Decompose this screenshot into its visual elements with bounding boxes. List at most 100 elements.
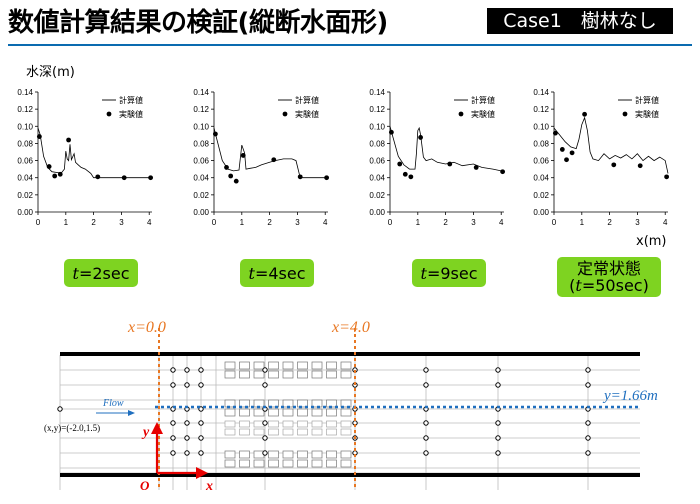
exp-data-point [297,174,303,180]
gauge-point [585,450,591,456]
gauge-point [423,435,429,441]
gauge-point [170,435,176,441]
calc-series-line [213,127,328,179]
channel-wall-top [60,352,640,356]
gauge-point [423,382,429,388]
y-tick-label: 0.12 [17,105,33,114]
legend-calc-label: 計算値 [635,95,659,105]
tree-block [253,408,265,417]
y-tick-label: 0.02 [193,191,209,200]
tree-block [297,459,308,468]
legend-calc-label: 計算値 [295,95,319,105]
tree-block [268,459,279,468]
time-variable: t [420,263,427,283]
tree-block [282,428,294,436]
gauge-point [423,367,429,373]
tree-block [326,428,337,436]
exp-data-point [637,163,643,169]
gauge-point [585,435,591,441]
tree-block [297,361,308,370]
channel-plan-diagram: x=0.0 x=4.0 Flow y=1.66m (x,y)=(-2.0,1.5) O x y [44,319,658,494]
x-tick-label: 2 [267,218,272,227]
tree-block [282,408,294,417]
time-value: =4sec [254,263,306,283]
exp-data-point [559,147,565,152]
y-tick-label: 0.04 [193,174,209,183]
tree-block [311,361,323,370]
tree-block [340,459,352,468]
tree-block [297,420,308,428]
tree-block [224,408,236,417]
x-tick-label: 0 [212,218,217,227]
gauge-point [262,435,268,441]
y-tick-label: 0.00 [369,208,385,217]
time-button-4sec[interactable]: t =4sec [240,259,314,287]
legend-calc-label: 計算値 [119,95,143,105]
x-tick-label: 4 [147,218,152,227]
gauge-point [495,420,501,426]
time-button-9sec[interactable]: t =9sec [412,259,486,287]
exp-data-point [552,130,558,136]
y-line-label: y=1.66m [602,388,658,404]
gauge-point [170,450,176,456]
tree-block [268,361,279,370]
exp-data-point [408,174,414,180]
x-tick-label: 3 [471,218,476,227]
y-tick-label: 0.12 [533,105,549,114]
tree-block [224,459,236,468]
depth-chart-t50: 0.00 0.02 0.04 0.06 0.08 0.10 0.12 0.14 0 1 2 3 4 計算値… [533,88,670,227]
y-arrow-head [151,422,163,434]
y-tick-label: 0.02 [533,191,549,200]
gauge-point [198,420,204,426]
tree-block [297,450,308,459]
tree-block [340,420,352,428]
legend-calc-label: 計算値 [471,95,495,105]
gauge-point [423,420,429,426]
y-tick-label: 0.06 [193,157,209,166]
y-tick-label: 0.12 [193,105,209,114]
y-tick-label: 0.14 [17,88,33,97]
x-tick-label: 1 [580,218,585,227]
tree-block [239,361,250,370]
tree-block [311,420,323,428]
tree-block [297,428,308,436]
time-value: =9sec [426,263,478,283]
gauge-point [198,382,204,388]
x-tick-label: 3 [295,218,300,227]
depth-chart-t9: 0.00 0.02 0.04 0.06 0.08 0.10 0.12 0.14 0 1 2 3 4 計算値… [369,88,506,227]
x-axis-letter: x [205,479,213,494]
tree-block [311,459,323,468]
time-variable: t [72,263,79,283]
x-axis-title: x(m) [636,234,667,249]
gauge-point [170,420,176,426]
exp-data-point [402,171,408,177]
tree-block [239,420,250,428]
tree-block [340,450,352,459]
legend-exp-label: 実験値 [471,109,495,119]
gauge-point [495,435,501,441]
y-tick-label: 0.08 [369,139,385,148]
tree-block [297,370,308,379]
calc-series-line [389,126,505,173]
exp-data-point [57,171,63,177]
tree-block [297,408,308,417]
depth-chart-t4: 0.00 0.02 0.04 0.06 0.08 0.10 0.12 0.14 0 1 2 3 4 計算値… [193,88,330,227]
time-button-steady[interactable]: 定常状態 (t=50sec) [557,257,661,297]
tree-block [311,450,323,459]
tree-block [282,361,294,370]
tree-block [311,428,323,436]
exp-data-point [564,157,569,163]
exp-data-point [240,153,246,158]
exp-data-point [228,173,234,179]
tree-block [326,450,337,459]
y-tick-label: 0.04 [533,174,549,183]
x-tick-label: 0 [388,218,393,227]
tree-block [239,370,250,379]
time-button-2sec[interactable]: t =2sec [64,259,138,287]
tree-block [268,399,279,408]
y-tick-label: 0.06 [369,157,385,166]
tree-block [239,399,250,408]
gauge-point [184,450,190,456]
exp-data-point [447,161,453,167]
gauge-point [170,367,176,373]
